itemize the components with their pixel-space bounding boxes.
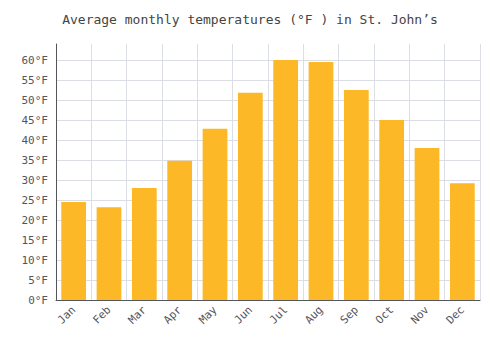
svg-text:55°F: 55°F (22, 74, 49, 87)
svg-text:Feb: Feb (90, 303, 113, 326)
svg-text:Aug: Aug (302, 303, 325, 326)
svg-text:Oct: Oct (373, 303, 396, 326)
svg-text:45°F: 45°F (22, 114, 49, 127)
svg-text:0°F: 0°F (28, 294, 48, 307)
svg-text:30°F: 30°F (22, 174, 49, 187)
svg-text:40°F: 40°F (22, 134, 49, 147)
svg-text:5°F: 5°F (28, 274, 48, 287)
svg-text:Apr: Apr (161, 303, 184, 326)
svg-text:60°F: 60°F (22, 54, 49, 67)
svg-text:25°F: 25°F (22, 194, 49, 207)
svg-text:Jul: Jul (267, 303, 290, 326)
svg-text:15°F: 15°F (22, 234, 49, 247)
svg-text:Nov: Nov (408, 303, 431, 326)
svg-text:May: May (196, 303, 219, 326)
svg-text:20°F: 20°F (22, 214, 49, 227)
svg-text:Dec: Dec (444, 303, 467, 326)
svg-text:10°F: 10°F (22, 254, 49, 267)
svg-text:35°F: 35°F (22, 154, 49, 167)
svg-text:Jun: Jun (232, 303, 255, 326)
svg-text:Average monthly temperatures (: Average monthly temperatures (°F ) in St… (62, 12, 438, 27)
svg-text:Sep: Sep (338, 303, 361, 326)
svg-text:50°F: 50°F (22, 94, 49, 107)
svg-text:Mar: Mar (126, 303, 149, 326)
svg-text:Jan: Jan (55, 303, 78, 326)
